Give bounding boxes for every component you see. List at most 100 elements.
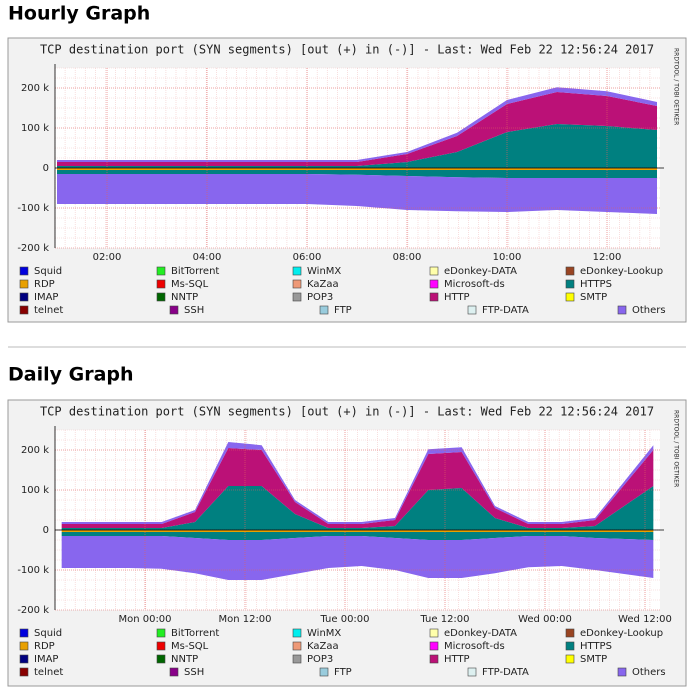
legend-swatch	[292, 292, 302, 302]
legend-label: Others	[632, 667, 666, 678]
legend-label: FTP	[334, 667, 352, 678]
legend-swatch	[19, 266, 29, 276]
legend-swatch	[429, 266, 439, 276]
legend-swatch	[19, 641, 29, 651]
legend-label: HTTPS	[580, 641, 612, 652]
legend-label: BitTorrent	[171, 266, 219, 277]
legend-swatch	[19, 292, 29, 302]
legend-swatch	[319, 305, 329, 315]
area-out	[57, 87, 657, 162]
legend-swatch	[292, 266, 302, 276]
area-in	[61, 536, 654, 580]
x-tick-label: Tue 00:00	[319, 614, 369, 625]
y-tick-label: 100 k	[21, 123, 49, 134]
credit: RRDTOOL / TOBI OETIKER	[673, 410, 680, 487]
legend-swatch	[429, 279, 439, 289]
x-tick-label: 10:00	[493, 252, 522, 263]
y-tick-label: -200 k	[17, 243, 49, 254]
legend-label: eDonkey-Lookup	[580, 628, 663, 639]
legend-swatch	[156, 628, 166, 638]
legend-label: NNTP	[171, 654, 198, 665]
legend-label: WinMX	[307, 266, 341, 277]
legend-label: WinMX	[307, 628, 341, 639]
legend-label: NNTP	[171, 292, 198, 303]
legend-label: eDonkey-DATA	[444, 266, 517, 277]
area-out	[61, 486, 654, 530]
x-tick-label: 06:00	[293, 252, 322, 263]
legend-swatch	[156, 654, 166, 664]
legend-label: POP3	[307, 654, 333, 665]
legend-swatch	[565, 279, 575, 289]
legend-swatch	[565, 266, 575, 276]
legend-swatch	[292, 654, 302, 664]
legend-label: Microsoft-ds	[444, 641, 505, 652]
legend-label: SSH	[184, 667, 204, 678]
legend-swatch	[156, 266, 166, 276]
legend-label: SSH	[184, 305, 204, 316]
y-tick-label: 200 k	[21, 83, 49, 94]
legend-label: HTTPS	[580, 279, 612, 290]
legend-swatch	[467, 667, 477, 677]
y-tick-label: -100 k	[17, 565, 49, 576]
legend-swatch	[429, 628, 439, 638]
y-tick-label: 0	[43, 525, 49, 536]
x-tick-label: Wed 12:00	[618, 614, 672, 625]
x-tick-label: 12:00	[593, 252, 622, 263]
legend-swatch	[19, 654, 29, 664]
legend-swatch	[565, 292, 575, 302]
x-tick-label: 02:00	[93, 252, 122, 263]
legend-label: Others	[632, 305, 666, 316]
legend-swatch	[429, 654, 439, 664]
legend-swatch	[467, 305, 477, 315]
legend-swatch	[617, 305, 627, 315]
legend-label: KaZaa	[307, 279, 339, 290]
legend-label: FTP-DATA	[482, 667, 529, 678]
y-tick-label: -200 k	[17, 605, 49, 616]
legend-label: HTTP	[444, 292, 470, 303]
legend-swatch	[429, 292, 439, 302]
credit: RRDTOOL / TOBI OETIKER	[673, 48, 680, 125]
heading: Hourly Graph	[8, 3, 150, 25]
legend-swatch	[617, 667, 627, 677]
legend-swatch	[19, 279, 29, 289]
legend-label: Ms-SQL	[171, 279, 209, 290]
y-tick-label: -100 k	[17, 203, 49, 214]
graph-title: TCP destination port (SYN segments) [out…	[40, 43, 654, 57]
legend-label: POP3	[307, 292, 333, 303]
x-tick-label: 08:00	[393, 252, 422, 263]
legend-label: HTTP	[444, 654, 470, 665]
x-tick-label: 04:00	[193, 252, 222, 263]
legend-swatch	[169, 305, 179, 315]
legend-swatch	[19, 667, 29, 677]
heading: Daily Graph	[8, 364, 134, 386]
legend-swatch	[156, 641, 166, 651]
y-tick-label: 100 k	[21, 485, 49, 496]
legend-label: telnet	[34, 667, 63, 678]
x-tick-label: Mon 12:00	[218, 614, 271, 625]
legend-swatch	[319, 667, 329, 677]
legend-label: SMTP	[580, 654, 607, 665]
legend-label: Microsoft-ds	[444, 279, 505, 290]
legend-swatch	[156, 279, 166, 289]
y-tick-label: 200 k	[21, 445, 49, 456]
legend-swatch	[292, 641, 302, 651]
legend-swatch	[565, 641, 575, 651]
legend-label: eDonkey-DATA	[444, 628, 517, 639]
legend-label: FTP-DATA	[482, 305, 529, 316]
legend-label: telnet	[34, 305, 63, 316]
legend-label: IMAP	[34, 292, 58, 303]
legend-swatch	[565, 628, 575, 638]
legend-swatch	[19, 305, 29, 315]
legend-label: Squid	[34, 266, 62, 277]
legend-label: SMTP	[580, 292, 607, 303]
legend-swatch	[292, 628, 302, 638]
legend-label: RDP	[34, 641, 55, 652]
legend-label: BitTorrent	[171, 628, 219, 639]
y-tick-label: 0	[43, 163, 49, 174]
legend-label: RDP	[34, 279, 55, 290]
x-tick-label: Mon 00:00	[118, 614, 171, 625]
legend-label: Ms-SQL	[171, 641, 209, 652]
x-tick-label: Wed 00:00	[518, 614, 572, 625]
graph-title: TCP destination port (SYN segments) [out…	[40, 405, 654, 419]
